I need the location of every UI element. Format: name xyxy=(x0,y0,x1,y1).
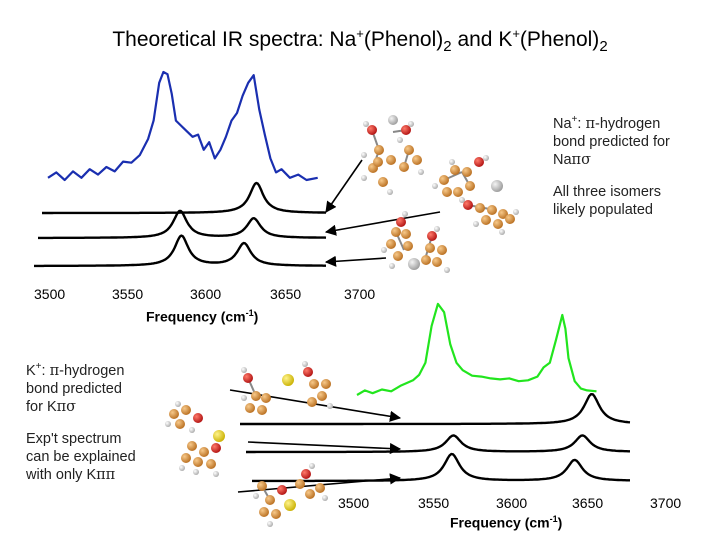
na-x-tick-label: 3600 xyxy=(190,286,222,302)
na-note-line2: bond predicted for xyxy=(553,133,670,150)
k-spectra-plot xyxy=(240,302,631,483)
na-theory-spectrum-3 xyxy=(34,234,326,268)
na-spectra-plot xyxy=(34,70,327,268)
k-isomer-structures xyxy=(165,361,333,527)
na-x-axis-title: Frequency (cm-1) xyxy=(146,308,259,325)
na-x-tick-label: 3700 xyxy=(344,286,376,302)
k-isomer-3-structure xyxy=(253,463,328,527)
k-note-line2: bond predicted xyxy=(26,380,122,397)
k-x-tick-label: 3700 xyxy=(650,495,682,511)
na-isomer-2-structure xyxy=(432,155,519,235)
na-note-line1: Na+: π-hydrogen xyxy=(553,114,661,132)
k-note-line1: K+: π-hydrogen xyxy=(26,361,125,379)
k-x-tick-label: 3550 xyxy=(418,495,450,511)
arrow-k-2 xyxy=(247,441,402,455)
na-populated-line1: All three isomers xyxy=(553,183,661,200)
na-theory-spectrum-1 xyxy=(42,181,326,215)
na-x-tick-label: 3500 xyxy=(34,286,66,302)
arrow-na-1 xyxy=(325,159,363,213)
k-x-tick-label: 3500 xyxy=(338,495,370,511)
k-x-axis-title: Frequency (cm-1) xyxy=(450,514,563,531)
k-isomer-2-structure xyxy=(179,430,225,477)
na-note-isomer: Naπσ xyxy=(553,151,591,168)
slide-title: Theoretical IR spectra: Na+(Phenol)2 and… xyxy=(112,26,608,56)
k-x-tick-label: 3600 xyxy=(496,495,528,511)
na-x-tick-label: 3650 xyxy=(270,286,302,302)
na-note: Na+: π-hydrogen bond predicted for Naπσ … xyxy=(553,111,670,219)
k-theory-spectrum-3 xyxy=(252,452,630,483)
k-theory-spectrum-1 xyxy=(240,393,631,426)
k-x-tick-label: 3650 xyxy=(572,495,604,511)
k-isomer-1-structure xyxy=(165,361,333,433)
na-theory-spectrum-2 xyxy=(38,209,327,240)
arrow-na-3 xyxy=(324,255,387,267)
na-populated-line2: likely populated xyxy=(553,201,653,218)
k-expt-line1: Exp't spectrum xyxy=(26,430,122,447)
na-isomer-structures xyxy=(361,115,519,273)
na-isomer-1-structure xyxy=(361,115,424,195)
k-note-line3: for Kπσ xyxy=(26,398,77,415)
k-experimental-spectrum xyxy=(356,302,597,396)
arrow-na-2 xyxy=(324,211,441,236)
na-experimental-spectrum xyxy=(47,70,318,182)
k-expt-line2: can be explained xyxy=(26,448,136,465)
na-isomer-3-structure xyxy=(381,211,450,273)
k-expt-line3: with only Kππ xyxy=(26,466,116,483)
na-x-tick-label: 3550 xyxy=(112,286,144,302)
k-note: K+: π-hydrogen bond predicted for Kπσ Ex… xyxy=(26,358,136,484)
k-theory-spectrum-2 xyxy=(246,434,630,454)
